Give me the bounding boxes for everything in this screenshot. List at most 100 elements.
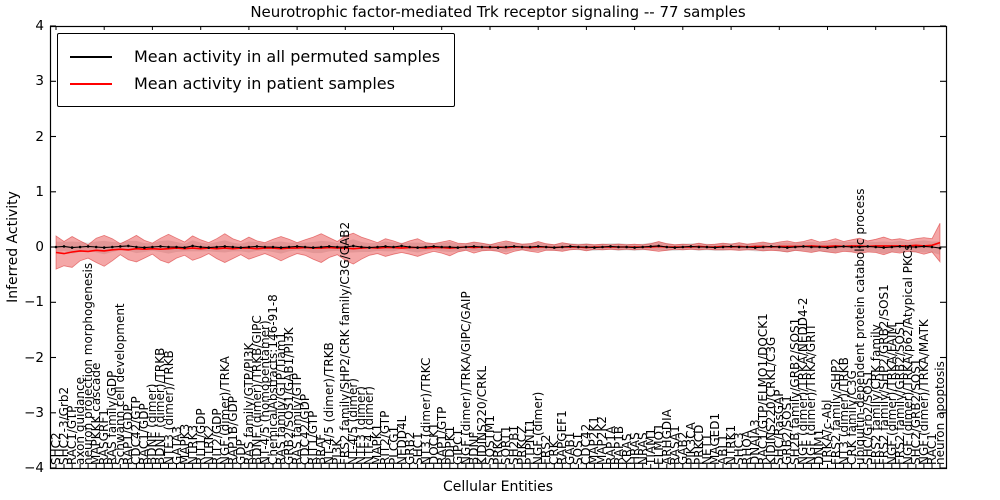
permuted-mean-marker xyxy=(697,245,701,249)
permuted-mean-marker xyxy=(504,245,508,249)
y-tick-label: −2 xyxy=(24,349,44,366)
permuted-mean-marker xyxy=(336,245,339,249)
permuted-mean-marker xyxy=(577,245,580,249)
permuted-mean-marker xyxy=(295,245,299,248)
permuted-mean-marker xyxy=(713,246,717,249)
legend-line-permuted-swatch xyxy=(70,55,112,58)
permuted-mean-marker xyxy=(327,245,331,248)
y-tick-label: 2 xyxy=(35,128,44,145)
permuted-mean-marker xyxy=(62,245,66,248)
permuted-mean-marker xyxy=(368,246,371,249)
permuted-mean-marker xyxy=(802,245,805,248)
permuted-mean-marker xyxy=(769,245,773,248)
permuted-mean-marker xyxy=(119,245,122,248)
permuted-mean-marker xyxy=(319,245,323,249)
permuted-mean-marker xyxy=(263,245,267,249)
permuted-mean-marker xyxy=(408,245,411,249)
permuted-mean-marker xyxy=(810,245,813,249)
permuted-mean-marker xyxy=(681,245,685,249)
permuted-mean-marker xyxy=(898,245,902,248)
permuted-mean-marker xyxy=(70,246,74,249)
patient-band xyxy=(55,223,941,270)
permuted-mean-marker xyxy=(649,245,652,248)
permuted-mean-marker xyxy=(215,245,218,249)
permuted-mean-marker xyxy=(496,246,500,249)
x-axis-label: Cellular Entities xyxy=(442,479,554,495)
permuted-mean-marker xyxy=(384,245,387,248)
y-tick-label: −3 xyxy=(24,404,44,421)
permuted-mean-marker xyxy=(311,246,315,249)
permuted-mean-marker xyxy=(360,245,363,249)
permuted-mean-marker xyxy=(601,245,604,249)
y-tick-label: −4 xyxy=(24,460,44,476)
permuted-mean-marker xyxy=(151,245,154,249)
permuted-mean-marker xyxy=(882,246,885,249)
permuted-mean-marker xyxy=(400,244,403,248)
permuted-mean-marker xyxy=(191,244,194,248)
permuted-mean-marker xyxy=(729,245,733,248)
permuted-mean-marker xyxy=(111,245,114,249)
permuted-mean-marker xyxy=(818,245,821,249)
permuted-mean-marker xyxy=(665,245,669,249)
permuted-mean-marker xyxy=(223,245,227,248)
permuted-mean-marker xyxy=(456,246,460,249)
permuted-mean-marker xyxy=(86,245,90,248)
permuted-mean-marker xyxy=(593,246,596,249)
y-tick-label: 1 xyxy=(35,183,44,200)
permuted-mean-marker xyxy=(440,245,444,249)
permuted-mean-marker xyxy=(737,245,741,249)
y-tick-label: 3 xyxy=(35,73,44,90)
permuted-mean-marker xyxy=(480,245,484,249)
permuted-mean-marker xyxy=(472,245,476,248)
permuted-mean-marker xyxy=(794,245,797,249)
permuted-mean-marker xyxy=(344,245,347,249)
permuted-mean-marker xyxy=(135,245,138,249)
y-tick-label: 4 xyxy=(35,18,44,34)
permuted-mean-marker xyxy=(641,245,644,249)
permuted-mean-marker xyxy=(689,245,693,248)
permuted-mean-marker xyxy=(657,244,660,248)
permuted-mean-marker xyxy=(159,245,162,248)
permuted-mean-marker xyxy=(303,245,307,249)
permuted-mean-marker xyxy=(705,245,709,249)
permuted-mean-marker xyxy=(569,245,572,248)
permuted-mean-marker xyxy=(633,246,636,249)
permuted-mean-marker xyxy=(786,246,789,249)
permuted-mean-marker xyxy=(544,245,548,249)
permuted-mean-marker xyxy=(255,245,259,248)
permuted-mean-marker xyxy=(561,245,564,249)
permuted-mean-marker xyxy=(287,245,291,249)
permuted-mean-marker xyxy=(279,246,283,249)
permuted-mean-marker xyxy=(271,245,275,249)
permuted-mean-marker xyxy=(352,244,355,248)
legend: Mean activity in all permuted samples Me… xyxy=(57,33,456,107)
permuted-mean-marker xyxy=(826,246,829,249)
permuted-mean-marker xyxy=(536,245,540,248)
permuted-mean-marker xyxy=(520,245,524,249)
permuted-mean-marker xyxy=(231,245,235,249)
permuted-mean-marker xyxy=(625,245,628,249)
permuted-mean-marker xyxy=(528,245,532,249)
permuted-mean-marker xyxy=(721,245,725,249)
permuted-mean-marker xyxy=(761,245,765,249)
permuted-mean-marker xyxy=(930,245,934,249)
permuted-mean-marker xyxy=(834,245,837,249)
permuted-mean-marker xyxy=(850,245,853,249)
permuted-mean-marker xyxy=(906,245,910,249)
legend-entry-patient: Mean activity in patient samples xyxy=(70,70,440,97)
permuted-mean-marker xyxy=(874,245,877,249)
permuted-mean-marker xyxy=(102,246,106,249)
y-tick-label: −1 xyxy=(24,294,44,311)
permuted-mean-marker xyxy=(842,245,845,248)
permuted-mean-marker xyxy=(78,245,82,249)
permuted-mean-marker xyxy=(207,246,210,249)
permuted-mean-marker xyxy=(464,245,468,249)
permuted-mean-marker xyxy=(745,245,749,249)
permuted-mean-marker xyxy=(167,245,170,249)
permuted-mean-marker xyxy=(448,245,452,249)
permuted-mean-marker xyxy=(609,245,612,248)
legend-label-permuted: Mean activity in all permuted samples xyxy=(134,47,441,66)
permuted-mean-marker xyxy=(432,245,436,248)
